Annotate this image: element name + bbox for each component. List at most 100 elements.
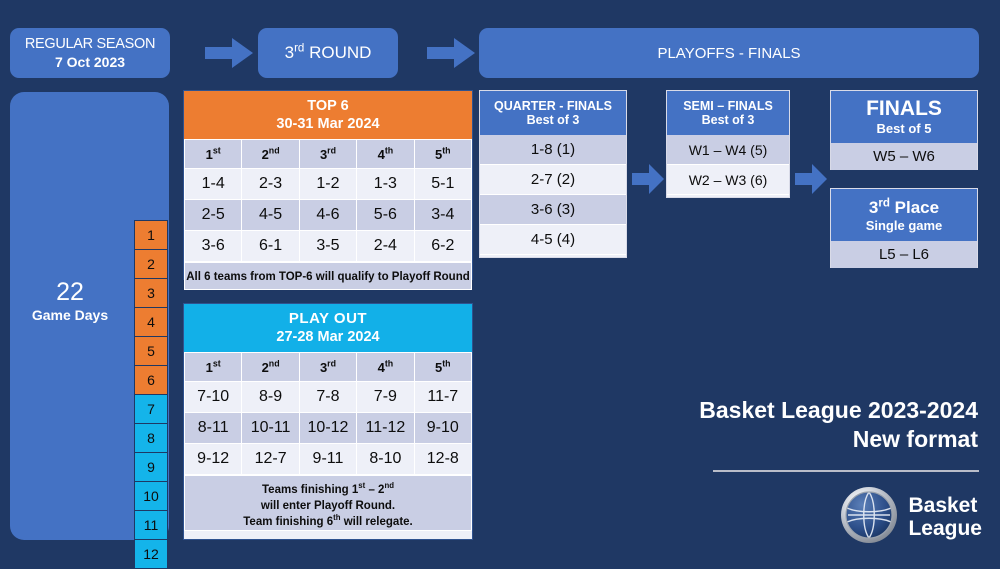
matchup-cell: 8-11 <box>183 412 243 444</box>
finals-matchups: W5 – W6 <box>831 143 977 170</box>
game-day-chip: 9 <box>134 452 168 482</box>
column-header: 4th <box>356 139 415 169</box>
game-days-summary: 22 Game Days <box>10 278 130 324</box>
game-day-chip: 3 <box>134 278 168 308</box>
game-days-count: 22 <box>56 278 84 306</box>
playout-title: PLAY OUT <box>288 310 368 327</box>
right-arrow-icon <box>427 38 475 68</box>
finals-header: FINALS Best of 5 <box>831 91 977 143</box>
table-row: 2-5 4-5 4-6 5-6 3-4 <box>183 199 473 231</box>
quarter-finals-subtitle: Best of 3 <box>526 113 580 127</box>
matchup-cell: 4-5 <box>241 199 300 231</box>
matchup-cell: 9-10 <box>413 412 473 444</box>
third-place-matchups: L5 – L6 <box>831 241 977 268</box>
right-arrow-icon <box>632 164 664 194</box>
table-row: 7-10 8-9 7-8 7-9 11-7 <box>183 381 473 413</box>
quarter-finals-matchup: 2-7 (2) <box>480 165 626 195</box>
basketball-icon <box>840 486 898 549</box>
matchup-cell: 12-7 <box>241 443 300 475</box>
table-row: 3-6 6-1 3-5 2-4 6-2 <box>183 230 473 262</box>
third-place-card: 3rd Place Single game L5 – L6 <box>830 188 978 268</box>
semi-finals-header: SEMI – FINALS Best of 3 <box>667 91 789 135</box>
semi-finals-subtitle: Best of 3 <box>701 113 755 127</box>
game-day-chip: 4 <box>134 307 168 337</box>
matchup-cell: 5-1 <box>413 168 473 200</box>
quarter-finals-matchup: 4-5 (4) <box>480 225 626 255</box>
finals-subtitle: Best of 5 <box>876 121 932 136</box>
matchup-cell: 6-1 <box>241 230 300 262</box>
top6-table: 1st 2nd 3rd 4th 5th 1-4 2-3 1-2 1-3 5-1 2-5 4-5 4-6… <box>183 139 473 262</box>
third-place-subtitle: Single game <box>865 217 943 233</box>
regular-season-label: REGULAR SEASON <box>24 35 156 52</box>
third-place-header: 3rd Place Single game <box>831 189 977 241</box>
matchup-cell: 2-4 <box>356 230 415 262</box>
finals-card: FINALS Best of 5 W5 – W6 <box>830 90 978 170</box>
playout-dates: 27-28 Mar 2024 <box>276 329 380 345</box>
top6-header-row: 1st 2nd 3rd 4th 5th <box>183 139 473 169</box>
column-header: 5th <box>413 352 473 382</box>
third-place-title: 3rd Place <box>868 196 940 217</box>
game-days-panel: 22 Game Days 1 2 3 4 5 6 7 8 9 10 11 12 <box>10 92 169 569</box>
column-header: 1st <box>183 139 243 169</box>
playout-card: PLAY OUT 27-28 Mar 2024 1st 2nd 3rd 4th 5th … <box>183 303 473 540</box>
column-header: 1st <box>183 352 243 382</box>
quarter-finals-matchup: 1-8 (1) <box>480 135 626 165</box>
matchup-cell: 3-6 <box>183 230 243 262</box>
matchup-cell: 1-4 <box>183 168 243 200</box>
brand-logo: Basket League <box>840 486 982 549</box>
matchup-cell: 7-9 <box>356 381 415 413</box>
game-day-chip: 1 <box>134 220 168 250</box>
game-day-chip: 10 <box>134 481 168 511</box>
top6-card: TOP 6 30-31 Mar 2024 1st 2nd 3rd 4th 5th 1-4… <box>183 90 473 290</box>
column-header: 2nd <box>241 139 300 169</box>
playout-note-line-2: will enter Playoff Round. <box>260 500 396 512</box>
game-day-chip: 11 <box>134 510 168 540</box>
matchup-cell: 8-10 <box>356 443 415 475</box>
playout-table: 1st 2nd 3rd 4th 5th 7-10 8-9 7-8 7-9 11-7 8-11 10-… <box>183 352 473 475</box>
game-day-chip: 2 <box>134 249 168 279</box>
top6-title: TOP 6 <box>307 98 349 114</box>
column-header: 3rd <box>298 139 358 169</box>
table-row: 1-4 2-3 1-2 1-3 5-1 <box>183 168 473 200</box>
matchup-cell: 9-11 <box>298 443 358 475</box>
third-round-pill: 3rd ROUND <box>258 28 398 78</box>
right-arrow-icon <box>205 38 253 68</box>
semi-finals-title: SEMI – FINALS <box>683 99 773 113</box>
table-row: 9-12 12-7 9-11 8-10 12-8 <box>183 443 473 475</box>
matchup-cell: 7-10 <box>183 381 243 413</box>
game-day-chip: 8 <box>134 423 168 453</box>
game-day-chip: 7 <box>134 394 168 424</box>
matchup-cell: 2-3 <box>241 168 300 200</box>
brand-title: Basket League 2023-2024 New format <box>498 396 978 454</box>
column-header: 3rd <box>298 352 358 382</box>
brand-logo-line-1: Basket <box>908 494 978 517</box>
playout-header-row: 1st 2nd 3rd 4th 5th <box>183 352 473 382</box>
brand-divider <box>713 470 979 472</box>
matchup-cell: 5-6 <box>356 199 415 231</box>
brand-logo-line-2: League <box>908 517 982 540</box>
brand-title-line-1: Basket League 2023-2024 <box>699 397 978 423</box>
playout-note: Teams finishing 1st – 2nd will enter Pla… <box>184 475 472 531</box>
third-round-label: 3rd ROUND <box>284 42 372 62</box>
quarter-finals-card: QUARTER - FINALS Best of 3 1-8 (1) 2-7 (2… <box>479 90 627 258</box>
playout-note-line-1: Teams finishing 1st – 2nd <box>262 481 394 496</box>
regular-season-date: 7 Oct 2023 <box>54 53 126 70</box>
playout-note-line-3: Team finishing 6th will relegate. <box>243 513 413 528</box>
semi-finals-matchup: W2 – W3 (6) <box>667 165 789 195</box>
brand-logo-text: Basket League <box>908 494 982 540</box>
game-day-chip: 6 <box>134 365 168 395</box>
column-header: 2nd <box>241 352 300 382</box>
game-day-chip: 5 <box>134 336 168 366</box>
matchup-cell: 1-2 <box>298 168 358 200</box>
third-place-matchup: L5 – L6 <box>831 241 977 268</box>
top6-note: All 6 teams from TOP-6 will qualify to P… <box>184 262 472 290</box>
matchup-cell: 3-4 <box>413 199 473 231</box>
matchup-cell: 12-8 <box>413 443 473 475</box>
semi-finals-matchups: W1 – W4 (5) W2 – W3 (6) <box>667 135 789 195</box>
game-day-chip: 12 <box>134 539 168 569</box>
matchup-cell: 10-11 <box>241 412 300 444</box>
game-days-caption: Game Days <box>31 307 109 323</box>
quarter-finals-matchups: 1-8 (1) 2-7 (2) 3-6 (3) 4-5 (4) <box>480 135 626 255</box>
regular-season-pill: REGULAR SEASON 7 Oct 2023 <box>10 28 170 78</box>
